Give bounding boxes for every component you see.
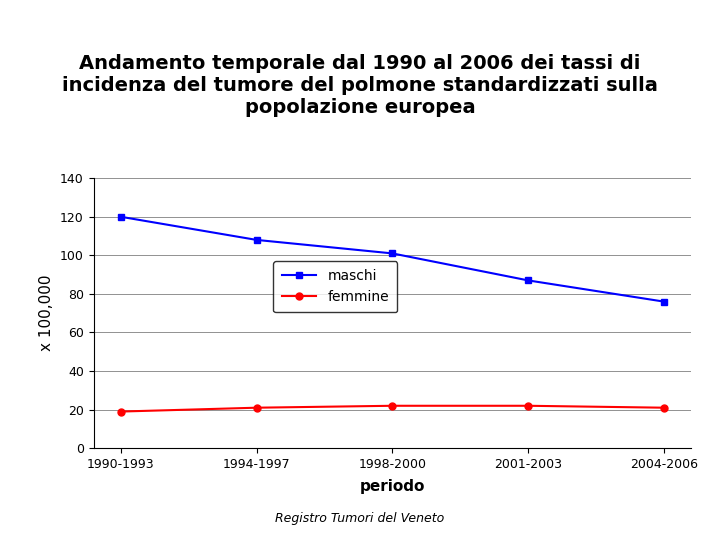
Line: maschi: maschi — [117, 213, 667, 305]
Line: femmine: femmine — [117, 402, 667, 415]
femmine — [524, 402, 533, 409]
femmine — [252, 404, 261, 411]
maschi — [252, 237, 261, 243]
maschi — [524, 277, 533, 284]
femmine — [117, 408, 125, 415]
femmine — [660, 404, 668, 411]
Text: Registro Tumori del Veneto: Registro Tumori del Veneto — [275, 512, 445, 525]
Y-axis label: x 100,000: x 100,000 — [40, 275, 55, 352]
maschi — [388, 250, 397, 256]
maschi — [660, 299, 668, 305]
X-axis label: periodo: periodo — [360, 480, 425, 494]
maschi — [117, 213, 125, 220]
Text: Andamento temporale dal 1990 al 2006 dei tassi di
incidenza del tumore del polmo: Andamento temporale dal 1990 al 2006 dei… — [62, 54, 658, 117]
Legend: maschi, femmine: maschi, femmine — [274, 261, 397, 312]
femmine — [388, 402, 397, 409]
